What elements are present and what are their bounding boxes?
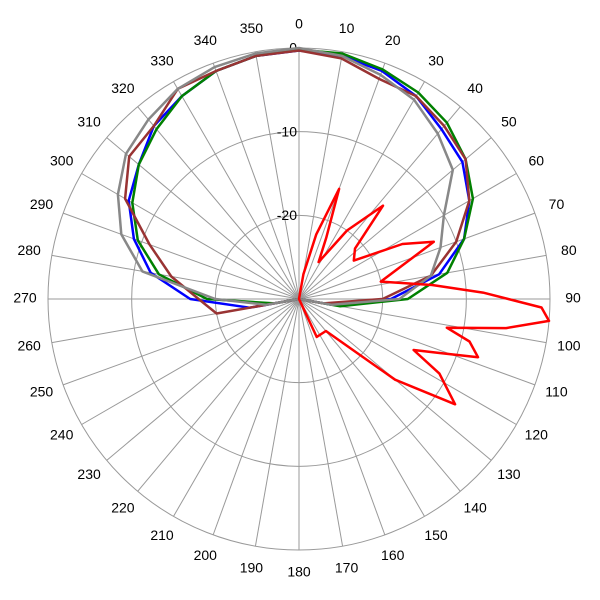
spoke [254, 51, 300, 300]
angle-label: 170 [335, 560, 359, 576]
angle-label: 0 [295, 16, 303, 32]
angle-label: 120 [525, 427, 549, 443]
angle-label: 340 [194, 32, 218, 48]
angle-label: 40 [467, 80, 483, 96]
angle-label: 330 [150, 52, 174, 68]
spoke [298, 254, 547, 300]
spoke [62, 298, 300, 386]
angle-label: 30 [428, 52, 444, 68]
spoke [137, 106, 300, 300]
angle-label: 100 [557, 337, 581, 353]
spoke [51, 254, 300, 300]
spoke [254, 298, 300, 547]
angle-label: 300 [50, 153, 74, 169]
ring [131, 131, 467, 467]
angle-label: 90 [565, 290, 581, 306]
spoke [62, 212, 300, 300]
angle-label: 240 [50, 427, 74, 443]
r-tick-label: -20 [277, 207, 297, 223]
angle-label: 290 [30, 196, 54, 212]
spoke [81, 298, 300, 425]
angle-label: 350 [240, 20, 264, 36]
spoke [298, 81, 425, 300]
spoke [173, 81, 300, 300]
spoke [298, 298, 386, 536]
angle-label: 50 [501, 114, 517, 130]
angle-label: 150 [424, 527, 448, 543]
angle-label: 130 [497, 466, 521, 482]
angle-label: 320 [111, 80, 135, 96]
spoke [298, 106, 461, 300]
spoke [298, 298, 536, 386]
spoke [298, 62, 386, 300]
angle-label: 10 [339, 20, 355, 36]
spoke [173, 298, 300, 517]
spoke [212, 298, 300, 536]
angle-label: 190 [240, 560, 264, 576]
angle-label: 110 [545, 383, 568, 399]
angle-label: 80 [561, 242, 577, 258]
spoke [298, 51, 344, 300]
spoke [137, 298, 300, 492]
r-tick-label: -10 [277, 123, 297, 139]
angle-label: 250 [30, 383, 54, 399]
spoke [298, 212, 536, 300]
angle-label: 20 [385, 32, 401, 48]
spoke [298, 298, 344, 547]
series-line [297, 187, 551, 406]
spoke [298, 137, 492, 300]
angle-label: 180 [287, 564, 311, 580]
angle-label: 60 [529, 153, 545, 169]
angle-label: 310 [77, 114, 101, 130]
spoke [298, 173, 517, 300]
angle-label: 280 [17, 242, 41, 258]
angle-label: 140 [463, 500, 487, 516]
angle-label: 270 [13, 290, 37, 306]
angle-label: 260 [17, 337, 41, 353]
spoke [298, 298, 517, 425]
angle-label: 70 [549, 196, 565, 212]
angle-label: 230 [77, 466, 101, 482]
spoke [212, 62, 300, 300]
angle-label: 200 [194, 547, 218, 563]
angle-label: 220 [111, 500, 135, 516]
angle-label: 210 [150, 527, 174, 543]
angle-label: 160 [381, 547, 405, 563]
spoke [106, 298, 300, 461]
